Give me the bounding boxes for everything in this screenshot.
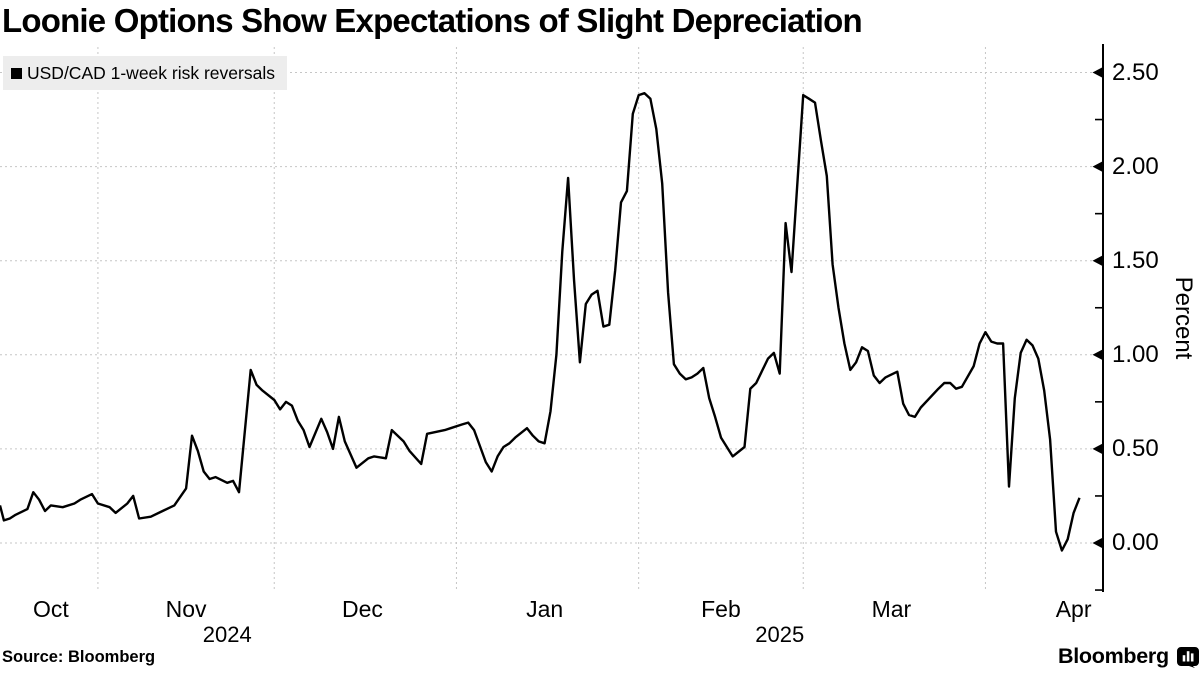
y-axis-title: Percent — [1170, 276, 1197, 360]
legend-label: USD/CAD 1-week risk reversals — [27, 62, 275, 83]
legend: USD/CAD 1-week risk reversals — [3, 56, 287, 90]
chart-title: Loonie Options Show Expectations of Slig… — [2, 2, 863, 39]
bloomberg-logo: Bloomberg — [1058, 644, 1200, 669]
vertical-gridlines — [97, 47, 986, 591]
x-month-label: Dec — [341, 596, 383, 622]
x-year-label: 2025 — [755, 622, 805, 647]
y-axis-major-tick-arrow-icon — [1092, 161, 1102, 172]
y-axis-major-tick-arrow-icon — [1092, 349, 1102, 360]
x-month-label: Apr — [1055, 596, 1092, 622]
y-axis-major-tick-arrow-icon — [1092, 538, 1102, 548]
y-tick-label: 1.50 — [1112, 246, 1159, 274]
y-tick-label: 0.50 — [1112, 434, 1159, 462]
y-tick-label: 2.50 — [1112, 58, 1159, 86]
y-tick-label: 0.00 — [1112, 529, 1159, 556]
y-tick-label: 1.00 — [1112, 340, 1159, 368]
y-axis — [1092, 44, 1104, 592]
x-year-label: 2024 — [202, 622, 252, 647]
y-axis-major-tick-arrow-icon — [1092, 255, 1102, 266]
y-tick-label: 2.00 — [1112, 152, 1159, 180]
y-axis-major-tick-arrow-icon — [1092, 67, 1102, 78]
bloomberg-media-icon — [1176, 646, 1199, 668]
source-note: Source: Bloomberg — [2, 648, 156, 666]
legend-swatch-icon — [11, 67, 22, 79]
x-month-label: Feb — [701, 596, 741, 622]
horizontal-gridlines — [0, 72, 1103, 544]
x-month-label: Nov — [165, 596, 207, 622]
x-month-label: Jan — [526, 596, 564, 622]
bloomberg-logo-text: Bloomberg — [1058, 644, 1169, 668]
series-line — [0, 91, 1081, 552]
x-month-label: Oct — [33, 596, 69, 622]
x-month-label: Mar — [871, 596, 912, 622]
y-axis-major-tick-arrow-icon — [1092, 443, 1102, 454]
